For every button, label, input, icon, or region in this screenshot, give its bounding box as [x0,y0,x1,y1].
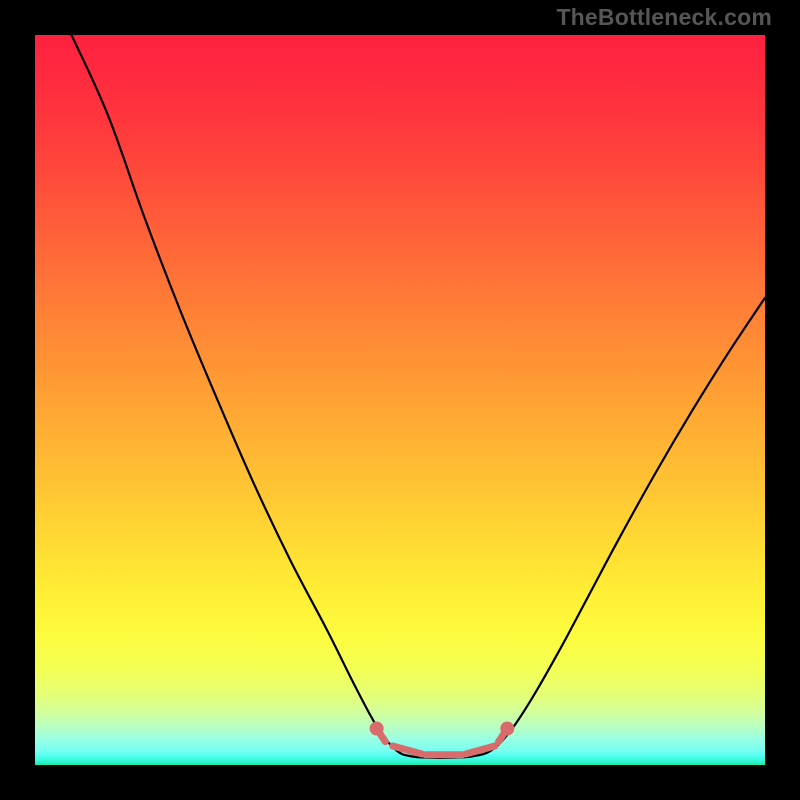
watermark-text: TheBottleneck.com [556,4,772,31]
plot-area [35,35,765,765]
chart-root: TheBottleneck.com [0,0,800,800]
